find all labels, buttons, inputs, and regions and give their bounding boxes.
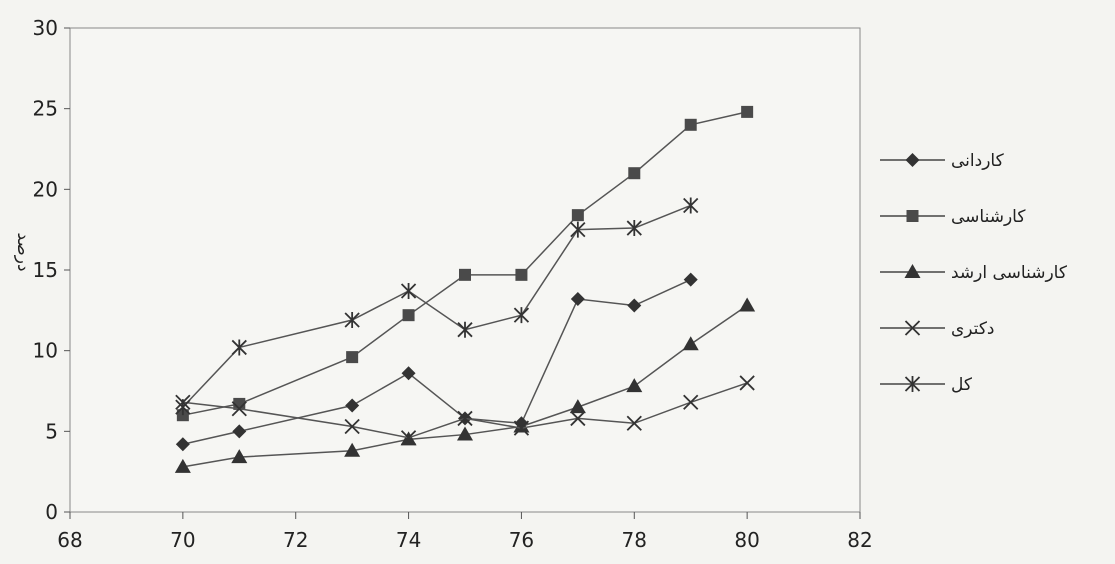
data-point [628, 167, 641, 180]
data-point [457, 426, 473, 441]
data-point [174, 458, 191, 473]
legend-label: کاردانی [951, 151, 1005, 171]
data-point [402, 309, 415, 322]
legend-label: کارشناسی [951, 207, 1026, 227]
x-tick-label: 74 [396, 528, 421, 552]
legend-item: دکتری [880, 319, 994, 339]
data-point [739, 297, 756, 312]
axes: 68 70 72 74 76 78 80 82 0 5 10 15 20 25 30 [33, 16, 873, 552]
x-tick-label: 70 [170, 528, 195, 552]
data-point [231, 401, 247, 417]
data-point [571, 209, 584, 222]
data-point [513, 418, 530, 433]
data-point [627, 298, 642, 313]
series-4 [175, 197, 699, 416]
data-point [513, 420, 530, 436]
data-point [231, 339, 247, 356]
data-point [344, 312, 360, 329]
data-point [232, 424, 247, 439]
data-point [400, 430, 417, 446]
data-point [513, 307, 530, 324]
series-1 [176, 105, 754, 422]
y-tick-label: 30 [33, 16, 58, 40]
data-point [176, 409, 189, 422]
y-tick-label: 20 [33, 177, 58, 201]
x-tick-label: 76 [509, 528, 534, 552]
data-point [570, 410, 586, 427]
data-point [684, 118, 697, 131]
x-tick-label: 80 [734, 528, 759, 552]
data-point [344, 418, 360, 435]
data-point [683, 272, 698, 287]
data-point [457, 410, 473, 427]
y-tick-label: 0 [45, 500, 58, 524]
data-point [345, 398, 360, 413]
legend-item: کارشناسی ارشد [880, 263, 1068, 283]
x-tick-label: 68 [57, 528, 82, 552]
data-point [569, 399, 586, 414]
series-line [182, 382, 748, 439]
data-point [401, 366, 416, 381]
legend-marker [905, 153, 920, 167]
y-tick-label: 25 [33, 97, 58, 121]
data-point [400, 282, 417, 299]
legend-marker [904, 264, 921, 278]
data-point [175, 399, 191, 416]
legend-marker [906, 210, 919, 222]
legend-item: کل [880, 375, 973, 395]
data-point [741, 105, 754, 118]
data-point [682, 336, 699, 351]
y-tick-label: 5 [45, 419, 58, 443]
data-point [457, 321, 473, 338]
data-point [739, 375, 755, 391]
data-point [683, 197, 699, 214]
data-point [683, 394, 699, 410]
y-tick-label: 15 [33, 258, 58, 282]
data-point [344, 442, 361, 457]
data-point [231, 449, 248, 464]
data-point [626, 415, 642, 431]
x-tick-label: 72 [283, 528, 308, 552]
data-point [570, 292, 585, 307]
series-layer [174, 105, 756, 473]
legend: کاردانی کارشناسی کارشناسی ارشد دکتری کل [880, 151, 1068, 395]
legend-label: کارشناسی ارشد [951, 263, 1068, 283]
legend-marker [904, 376, 921, 392]
data-point [346, 351, 359, 364]
data-point [459, 268, 471, 281]
legend-label: کل [951, 375, 973, 395]
legend-marker [904, 320, 921, 336]
data-point [175, 437, 190, 452]
data-point [626, 378, 643, 393]
series-line [182, 304, 748, 468]
series-3 [175, 375, 755, 446]
legend-label: دکتری [951, 319, 994, 339]
x-tick-label: 82 [847, 528, 872, 552]
series-2 [174, 297, 756, 473]
y-tick-label: 10 [33, 339, 58, 363]
legend-item: کارشناسی [880, 207, 1026, 227]
x-tick-label: 78 [622, 528, 647, 552]
legend-item: کاردانی [880, 151, 1005, 171]
data-point [515, 268, 528, 281]
data-point [626, 220, 642, 237]
data-point [570, 221, 586, 238]
series-line [182, 111, 748, 416]
y-axis-label: درصد [13, 232, 33, 271]
